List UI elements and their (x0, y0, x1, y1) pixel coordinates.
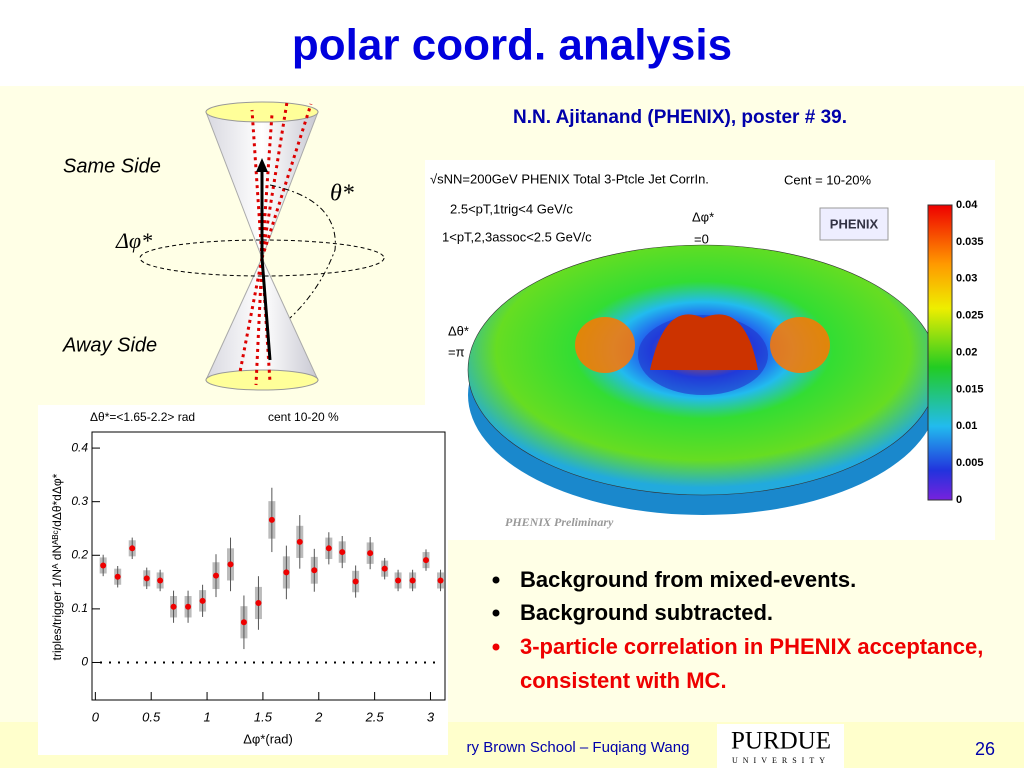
bullet-text: Background subtracted. (520, 600, 774, 625)
colorbar-tick-label: 0 (956, 494, 962, 506)
bullet-dot (492, 609, 500, 617)
point (367, 550, 374, 557)
colorbar-tick-label: 0.01 (956, 420, 977, 432)
x-tick-label: 0 (92, 709, 100, 724)
x-tick-label: 1 (203, 709, 210, 724)
x-tick-label: 1.5 (254, 709, 273, 724)
point (423, 557, 430, 564)
x-tick-label: 0.5 (142, 709, 161, 724)
colorbar-tick-label: 0.03 (956, 273, 977, 285)
point (409, 577, 416, 584)
point (240, 619, 247, 626)
plot-frame (91, 431, 446, 701)
colorbar-tick-label: 0.025 (956, 310, 984, 322)
plot-annotation: Δθ*=<1.65-2.2> rad (90, 410, 195, 424)
colorbar-tick-label: 0.035 (956, 236, 984, 248)
point (100, 562, 107, 569)
bullet-dot (492, 576, 500, 584)
colorbar-tick-label: 0.015 (956, 383, 984, 395)
purdue-logo-box (717, 724, 844, 768)
colorbar-tick-label: 0.04 (956, 199, 978, 211)
bullet-box: Background from mixed-events. (520, 567, 857, 592)
plot-panel (38, 405, 448, 755)
point (296, 538, 303, 545)
bullet-text: Background from mixed-events. (520, 567, 857, 592)
point (212, 572, 219, 579)
point (381, 565, 388, 572)
colorbar-tick-label: 0.02 (956, 346, 977, 358)
surface-theta-label: Δθ* (448, 323, 469, 338)
surface-energy: √sNN=200GeV PHENIX Total 3-Ptcle Jet Cor… (430, 171, 709, 186)
point (339, 549, 346, 556)
preliminary: PHENIX Preliminary (505, 515, 614, 529)
surface-phi-value: =0 (694, 231, 709, 246)
page-number: 26 (975, 739, 995, 759)
y-axis-label: triples/trigger 1/Nᴬ dNᴬᴮᶜ/dΔθ*dΔφ* (50, 473, 64, 660)
surface-centrality: Cent = 10-20% (784, 172, 872, 187)
point (143, 575, 150, 582)
point (114, 573, 121, 580)
point (227, 561, 234, 568)
point (437, 577, 444, 584)
point (199, 597, 206, 604)
surface-trigger: 2.5<pT,1trig<4 GeV/c (450, 201, 573, 216)
y-tick-label: 0 (81, 655, 88, 669)
point (157, 577, 164, 584)
y-tick-label: 0.3 (71, 494, 88, 508)
y-tick-label: 0.4 (71, 440, 88, 454)
point (395, 577, 402, 584)
bullet-text: 3-particle correlation in PHENIX accepta… (520, 634, 984, 693)
colorbar-tick-label: 0.005 (956, 457, 984, 469)
same-side-label: Same Side (63, 155, 161, 177)
surface-theta-value: =π (448, 344, 465, 359)
x-tick-label: 2.5 (365, 709, 385, 724)
phi-label: Δφ* (115, 228, 152, 253)
x-tick-label: 3 (427, 709, 435, 724)
plot-annotation: cent 10-20 % (268, 410, 339, 424)
title-band (0, 0, 1024, 86)
bullet-box: Background subtracted. (520, 600, 774, 625)
slide-title: polar coord. analysis (292, 21, 732, 70)
surface-phi-label: Δφ* (692, 209, 714, 224)
bullet-box: 3-particle correlation in PHENIX accepta… (520, 634, 984, 693)
theta-label: θ* (330, 181, 354, 207)
point (170, 603, 177, 610)
point (185, 603, 192, 610)
bullet-dot (492, 643, 500, 651)
y-tick-label: 0.1 (71, 601, 88, 615)
x-axis-label: Δφ*(rad) (243, 731, 293, 746)
away-side-label: Away Side (62, 334, 157, 356)
purdue-sub: UNIVERSITY (732, 756, 830, 765)
point (325, 545, 332, 552)
y-tick-label: 0.2 (71, 547, 88, 561)
x-tick-label: 2 (314, 709, 323, 724)
surface-plot (425, 160, 995, 540)
point (311, 567, 318, 574)
cone-diagram (139, 101, 385, 391)
footer-text: ry Brown School – Fuqiang Wang (467, 739, 690, 756)
credit: N.N. Ajitanand (PHENIX), poster # 39. (513, 107, 847, 128)
surface-assoc: 1<pT,2,3assoc<2.5 GeV/c (442, 229, 592, 244)
purdue-logo: PURDUE (731, 728, 831, 755)
point (129, 545, 136, 552)
point (283, 569, 290, 576)
phenix-logo: PHENIX (830, 216, 879, 231)
point (352, 578, 359, 585)
point (268, 516, 275, 523)
point (255, 599, 262, 606)
